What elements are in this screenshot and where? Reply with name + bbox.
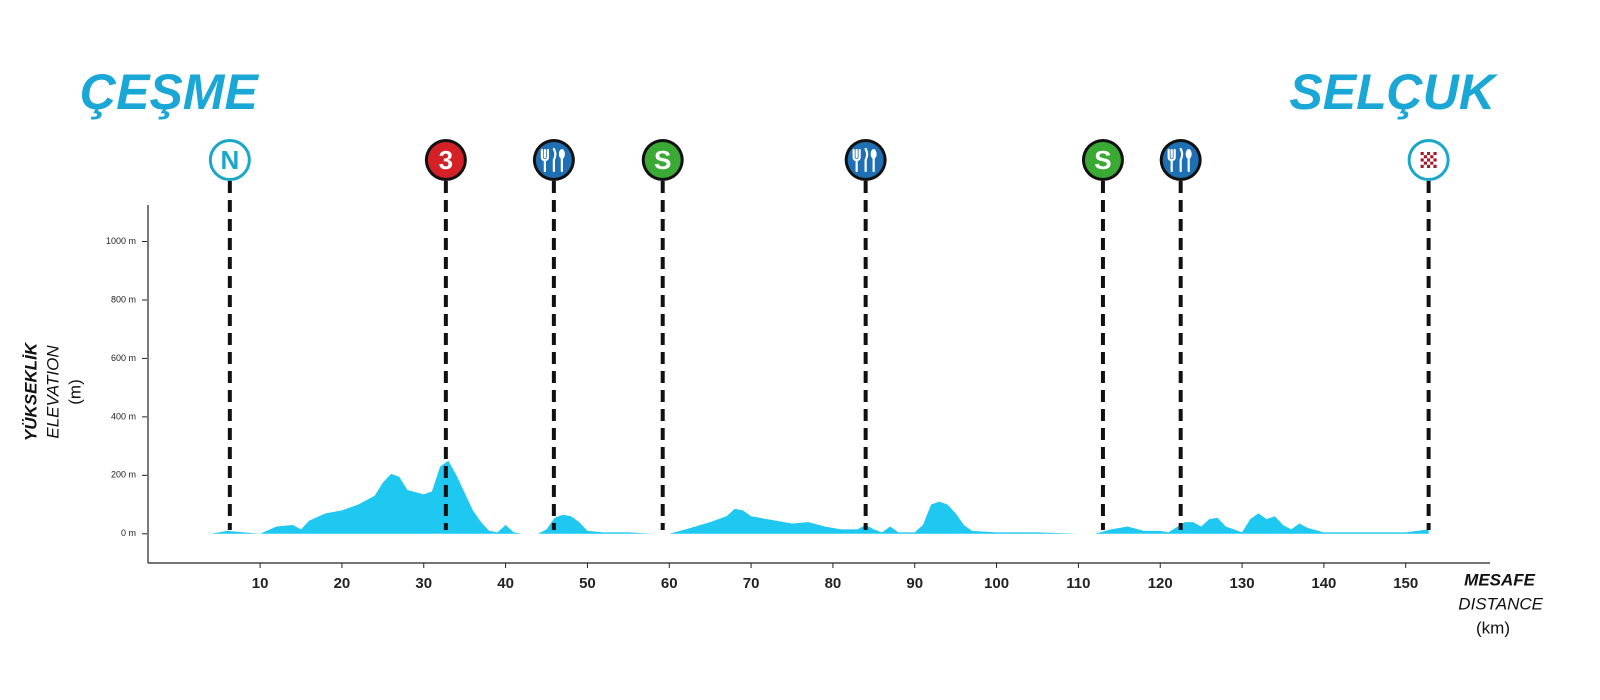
x-tick-label: 40 (497, 575, 514, 592)
x-tick-label: 140 (1311, 575, 1336, 592)
flag-cell (1420, 155, 1424, 159)
x-axis-label: DISTANCE (1458, 594, 1543, 613)
y-tick-label: 800 m (111, 294, 136, 304)
x-tick-label: 70 (743, 575, 760, 592)
x-tick-label: 10 (252, 575, 269, 592)
x-tick-label: 130 (1230, 575, 1255, 592)
flag-cell (1430, 158, 1434, 162)
marker-label: S (1094, 145, 1111, 175)
flag-cell (1427, 158, 1431, 162)
flag-cell (1423, 155, 1428, 159)
flag-cell (1423, 164, 1428, 168)
marker: S (641, 139, 684, 530)
y-axis-label: ELEVATION (43, 345, 62, 439)
knife-icon (1179, 147, 1184, 173)
x-tick-label: 60 (661, 575, 678, 592)
x-tick-label: 80 (825, 575, 842, 592)
flag-cell (1423, 152, 1428, 156)
x-tick-label: 150 (1393, 575, 1418, 592)
marker: S (1081, 139, 1124, 530)
flag-cell (1427, 161, 1431, 165)
y-axis-label: YÜKSEKLİK (21, 341, 40, 441)
x-tick-label: 50 (579, 575, 596, 592)
y-axis-title: YÜKSEKLİK ELEVATION (m) (21, 341, 84, 441)
flag-cell (1420, 161, 1424, 165)
marker-fill (427, 142, 464, 178)
flag-cell (1423, 161, 1428, 165)
marker-label: S (654, 145, 671, 175)
marker-fill (1084, 142, 1121, 178)
flag-cell (1430, 164, 1434, 168)
marker-ring (208, 139, 251, 181)
flag-cell (1430, 152, 1434, 156)
flag-cell (1433, 164, 1437, 168)
y-tick-label: 0 m (121, 528, 136, 538)
y-tick-label: 200 m (111, 470, 136, 480)
marker: N (208, 139, 251, 530)
fork-icon (540, 148, 549, 173)
x-axis-label: MESAFE (1464, 570, 1536, 589)
flag-cell (1430, 161, 1434, 165)
x-tick-label: 20 (334, 575, 351, 592)
y-tick-label: 1000 m (106, 236, 136, 246)
marker (532, 139, 575, 530)
finish-title: SELÇUK (1289, 64, 1498, 120)
flag-cell (1420, 152, 1424, 156)
y-tick-label: 600 m (111, 353, 136, 363)
x-tick-label: 110 (1066, 575, 1090, 592)
flag-cell (1430, 155, 1434, 159)
marker-fill (644, 142, 681, 178)
x-tick-label: 120 (1148, 575, 1173, 592)
marker-label: 3 (439, 145, 453, 175)
spoon-icon (870, 149, 877, 159)
flag-cell (1427, 164, 1431, 168)
y-axis-label: (m) (65, 379, 84, 404)
x-axis-label: (km) (1476, 618, 1510, 637)
x-tick-label: 30 (415, 575, 432, 592)
flag-cell (1433, 161, 1437, 165)
spoon-icon (1185, 149, 1192, 159)
flag-cell (1427, 155, 1431, 159)
flag-cell (1433, 155, 1437, 159)
flag-cell (1433, 152, 1437, 156)
x-tick-label: 100 (984, 575, 1009, 592)
elevation-area (211, 460, 1429, 534)
start-title: ÇEŞME (80, 64, 259, 120)
knife-icon (552, 147, 557, 173)
flag-cell (1420, 158, 1424, 162)
marker (1159, 139, 1202, 530)
flag-cell (1427, 152, 1431, 156)
knife-icon (864, 147, 869, 173)
marker (844, 139, 887, 530)
fork-icon (1167, 148, 1176, 173)
marker (1407, 139, 1450, 530)
y-tick-label: 400 m (111, 411, 136, 421)
spoon-icon (558, 149, 565, 159)
flag-cell (1423, 158, 1428, 162)
marker-label: N (220, 145, 239, 175)
flag-cell (1433, 158, 1437, 162)
flag-cell (1420, 164, 1424, 168)
fork-icon (852, 148, 861, 173)
x-tick-label: 90 (906, 575, 923, 592)
marker: 3 (424, 139, 467, 530)
